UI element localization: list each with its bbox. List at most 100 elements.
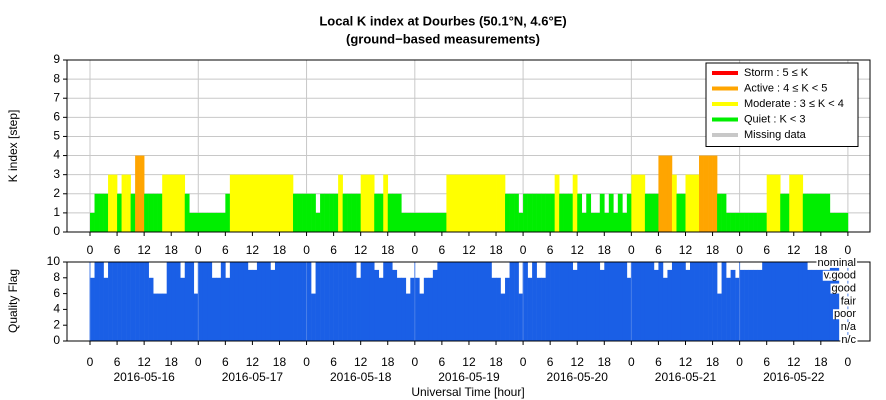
bar [744,269,749,341]
bar [464,262,470,341]
bar [482,262,488,341]
bar [667,155,673,232]
bar [437,212,443,232]
bar [234,262,240,341]
bar [279,174,285,232]
bar [108,174,113,232]
bar [405,212,411,232]
bar [238,174,244,232]
bar [496,277,501,341]
bar [378,193,384,232]
bar [139,262,145,341]
bar [432,212,438,232]
y-tick-label: 2 [53,186,60,200]
bar [599,269,605,341]
bar [748,212,754,232]
bar [450,174,456,232]
y-tick-label: 10 [47,254,61,268]
flag-label: n/a [841,321,857,333]
bar [279,262,285,341]
bar [383,262,389,341]
bar [802,193,808,232]
bar [635,174,641,232]
x-tick-label: 0 [303,243,310,257]
y-tick-label: 4 [53,148,60,162]
bar [238,262,244,341]
flag-label-bg [816,257,857,268]
bar [735,277,740,341]
bar [356,277,361,341]
x-tick-label: 12 [246,355,260,369]
bar [816,193,822,232]
y-tick-label: 0 [53,224,60,238]
bar [265,262,271,341]
x-tick-label: 0 [520,355,527,369]
y-axis-label: K index [step] [6,110,20,183]
bar [229,174,235,232]
x-tick-label: 6 [655,243,662,257]
bar [834,212,840,232]
x-tick-label: 12 [246,243,260,257]
bar [464,174,470,232]
bar [90,277,95,341]
bar [793,174,799,232]
bar [220,212,226,232]
bar [590,262,596,341]
bar [477,174,483,232]
bar [694,174,700,232]
bar [545,262,551,341]
bar [825,193,831,232]
bar [387,262,393,341]
bar [491,277,497,341]
bar [712,262,718,341]
bar [527,277,533,341]
date-label: 2016-05-20 [547,370,609,384]
bar [329,193,334,232]
bar [577,262,583,341]
bar [532,262,537,341]
x-tick-label: 0 [845,243,852,257]
x-tick-label: 12 [354,243,368,257]
flag-label-bg [832,309,858,320]
bar [586,262,592,341]
bar [496,174,501,232]
bar [739,269,745,341]
date-label: 2016-05-22 [763,370,825,384]
bar [685,269,691,341]
x-tick-label: 0 [303,355,310,369]
bar [270,174,276,232]
bar [658,262,664,341]
y-tick-label: 9 [53,52,60,66]
bar [486,174,492,232]
bar [662,277,668,341]
bar [441,262,447,341]
bar [473,262,479,341]
bar [581,212,587,232]
y-tick-label: 8 [53,71,60,85]
bar [401,277,407,341]
bar [162,174,167,232]
bar [653,193,659,232]
date-label: 2016-05-18 [330,370,392,384]
bar [649,193,655,232]
bar [252,269,258,341]
plot-area [67,59,870,233]
bar [825,269,831,341]
bar [721,262,727,341]
bar [726,212,731,232]
bar [374,193,380,232]
bar [184,262,190,341]
bar [419,212,425,232]
bar [577,193,583,232]
bar [166,174,172,232]
bar [243,262,249,341]
legend-label: Moderate : 3 ≤ K < 4 [744,98,844,110]
bar [360,262,366,341]
bar [617,193,623,232]
bar [523,193,528,232]
chart-title: Local K index at Dourbes (50.1°N, 4.6°E) [319,13,566,28]
bar [757,212,763,232]
bar [762,262,767,341]
bar [103,193,109,232]
bar [396,277,402,341]
